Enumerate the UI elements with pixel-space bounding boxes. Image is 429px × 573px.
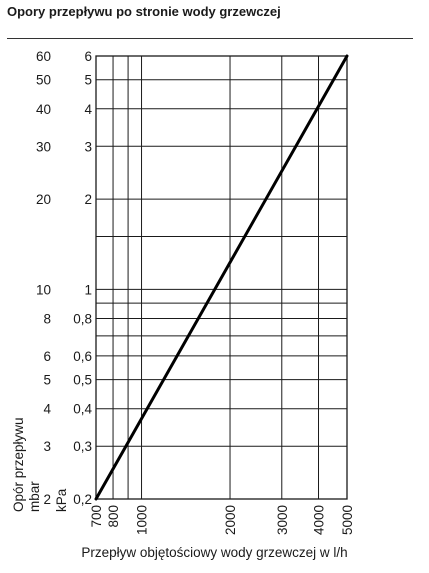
y-tick-label-mbar: 30 bbox=[36, 139, 51, 154]
series-line bbox=[94, 54, 349, 501]
y-tick-labels-kpa: 0,2 0,3 0,4 0,5 0,6 0,8 1 2 3 4 5 6 bbox=[73, 49, 92, 507]
y-tick-label-mbar: 50 bbox=[36, 73, 51, 88]
y-tick-label-kpa: 0,5 bbox=[73, 373, 92, 388]
y-tick-label-kpa: 1 bbox=[84, 282, 92, 297]
y-tick-label-kpa: 0,8 bbox=[73, 311, 92, 326]
chart-title: Opory przepływu po stronie wody grzewcze… bbox=[7, 4, 281, 19]
y-tick-label-mbar: 40 bbox=[36, 102, 51, 117]
y-tick-label-mbar: 20 bbox=[36, 192, 51, 207]
x-tick-label: 800 bbox=[106, 505, 121, 528]
x-tick-label: 3000 bbox=[275, 505, 290, 535]
title-divider bbox=[7, 38, 413, 39]
plot-frame bbox=[95, 55, 348, 500]
y-tick-label-mbar: 4 bbox=[43, 402, 51, 417]
y-tick-label-mbar: 2 bbox=[43, 492, 51, 507]
y-tick-label-kpa: 0,6 bbox=[73, 349, 92, 364]
y-tick-label-kpa: 4 bbox=[84, 102, 92, 117]
y-tick-label-mbar: 10 bbox=[36, 282, 51, 297]
y-tick-label-kpa: 0,2 bbox=[73, 492, 92, 507]
y-tick-label-kpa: 6 bbox=[84, 49, 92, 64]
y-tick-label-kpa: 3 bbox=[84, 139, 92, 154]
y-tick-label-mbar: 60 bbox=[36, 49, 51, 64]
y-tick-label-kpa: 5 bbox=[84, 73, 92, 88]
y-tick-label-kpa: 0,3 bbox=[73, 439, 92, 454]
y-axis-unit-kpa: kPa bbox=[54, 488, 69, 512]
y-tick-labels-mbar: 2 3 4 5 6 8 10 20 30 40 50 60 bbox=[36, 49, 52, 507]
x-tick-labels: 700 800 1000 2000 3000 4000 5000 bbox=[89, 505, 355, 535]
x-tick-label: 4000 bbox=[312, 505, 327, 535]
x-tick-label: 2000 bbox=[223, 505, 238, 535]
y-tick-label-kpa: 2 bbox=[84, 192, 92, 207]
y-tick-label-mbar: 3 bbox=[43, 439, 51, 454]
series-layer bbox=[94, 54, 349, 501]
x-axis-label: Przepływ objętościowy wody grzewczej w l… bbox=[81, 545, 348, 560]
y-tick-label-mbar: 5 bbox=[43, 373, 51, 388]
y-tick-label-mbar: 8 bbox=[43, 311, 51, 326]
y-tick-label-kpa: 0,4 bbox=[73, 402, 92, 417]
y-axis-label: Opór przepływu bbox=[11, 417, 26, 512]
y-axis-unit-mbar: mbar bbox=[27, 481, 42, 512]
x-tick-label: 5000 bbox=[340, 505, 355, 535]
x-tick-label: 1000 bbox=[135, 505, 150, 535]
y-tick-label-mbar: 6 bbox=[43, 349, 51, 364]
x-tick-label: 700 bbox=[89, 505, 104, 528]
